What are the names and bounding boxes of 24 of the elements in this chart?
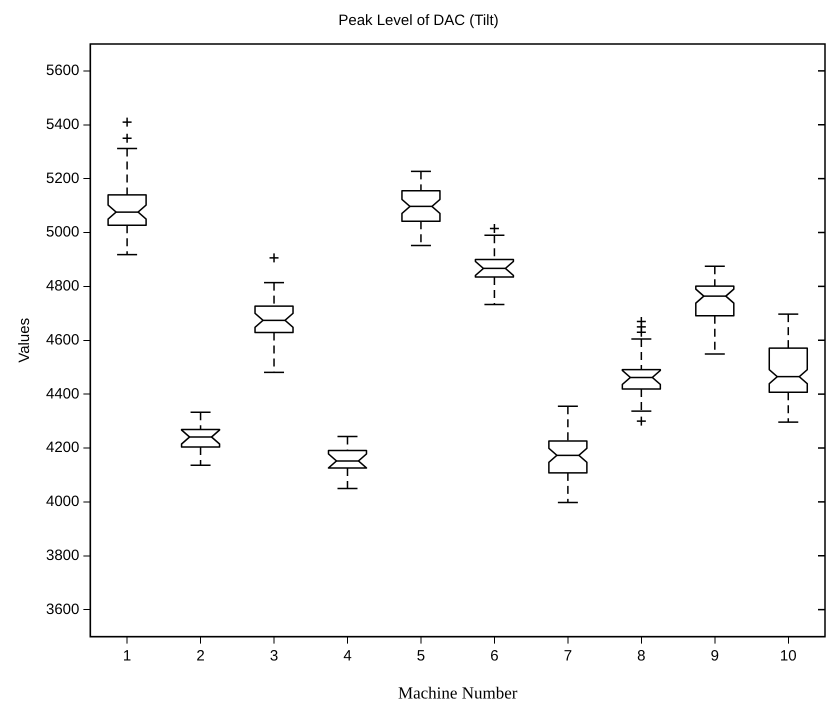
x-tick-label: 10 [780, 648, 797, 665]
x-tick-label: 7 [564, 648, 572, 665]
y-tick-label: 4200 [46, 439, 80, 456]
x-tick-label: 5 [416, 648, 426, 665]
x-tick-label: 3 [270, 648, 278, 665]
x-tick-label: 6 [490, 648, 499, 665]
y-tick-label: 3800 [46, 546, 80, 564]
y-tick-label: 4400 [46, 385, 80, 402]
x-tick-label: 9 [710, 648, 719, 665]
y-tick-label: 5200 [46, 170, 80, 187]
y-tick-label: 5400 [46, 116, 80, 133]
y-tick-label: 4000 [46, 493, 80, 510]
x-tick-label: 2 [196, 648, 205, 665]
x-tick-label: 8 [637, 648, 646, 665]
y-tick-label: 4800 [46, 278, 80, 295]
x-tick-label: 1 [122, 648, 132, 665]
y-tick-label: 5600 [46, 62, 80, 80]
y-tick-label: 5000 [46, 224, 80, 241]
y-tick-label: 3600 [46, 600, 80, 618]
y-axis-title: Values [16, 318, 34, 363]
x-tick-label: 4 [343, 648, 352, 665]
y-tick-label: 4600 [46, 331, 80, 348]
x-axis-title: Machine Number [398, 683, 518, 702]
chart-title: Peak Level of DAC (Tilt) [338, 12, 499, 30]
